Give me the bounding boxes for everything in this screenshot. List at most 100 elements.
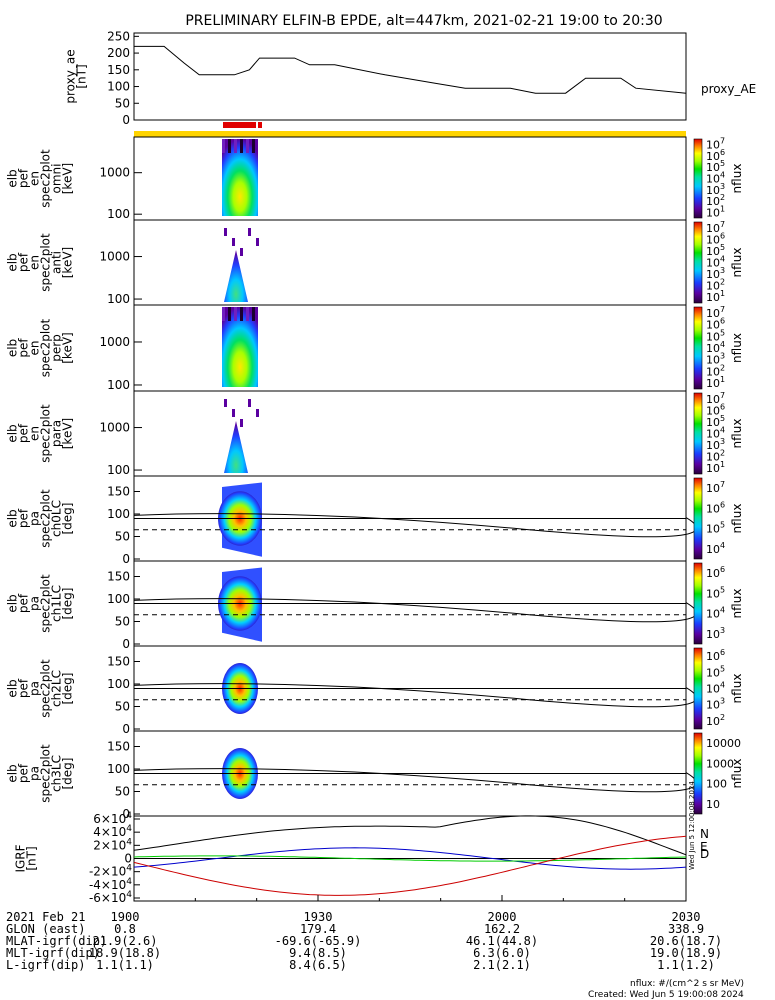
- energy-panel-2-cbar-tick: 106: [706, 231, 725, 246]
- energy-panel-4-cbar-tick: 101: [706, 460, 725, 475]
- pa-panel-2-colorbar: [693, 562, 703, 645]
- pa-panel-3-cbar-label: nflux: [730, 674, 744, 704]
- energy-panel-2-noise-strip: [248, 228, 251, 236]
- pa-panel-1-loss-cone-upper: [133, 513, 698, 538]
- pa-panel-2-ylabel-line: pef: [17, 593, 31, 613]
- pa-panel-2-ytick-label: 0: [122, 637, 130, 651]
- energy-panel-1-noise-strip: [246, 139, 249, 153]
- pa-panel-1-cbar-tick: 105: [706, 521, 725, 536]
- energy-panel-4-noise-strip: [256, 409, 259, 417]
- energy-panel-3-ylabel-line: pef: [17, 338, 31, 358]
- pa-panel-4-ylabel-line: [deg]: [61, 758, 75, 790]
- pa-panel-3-ylabel-line: [deg]: [61, 673, 75, 705]
- ae-ytick-label: 50: [115, 96, 130, 110]
- energy-panel-2-ylabel-line: en: [28, 255, 42, 270]
- ephemeris-value: 1.1(1.1): [96, 958, 154, 972]
- pa-panel-3-ylabel-line: ch2LC: [50, 670, 64, 707]
- energy-panel-4-noise-strip: [232, 409, 235, 417]
- energy-panel-3-colorbar: [693, 306, 703, 390]
- igrf-n-line: [133, 847, 687, 870]
- pa-panel-2-ylabel-line: elb: [6, 594, 20, 612]
- energy-panel-2-cbar-label: nflux: [730, 248, 744, 278]
- energy-panel-1-ytick-label: 100: [107, 207, 130, 221]
- energy-panel-2-noise-strip: [240, 248, 243, 256]
- energy-panel-4-noise-strip: [248, 399, 251, 407]
- pa-panel-4-ylabel-line: pef: [17, 763, 31, 783]
- energy-panel-2-frame: [133, 219, 687, 306]
- pa-panel-1-ytick-label: 0: [122, 552, 130, 566]
- ae-series-line: [134, 45, 687, 94]
- pa-panel-2-cbar-tick: 104: [706, 606, 725, 621]
- pa-panel-2-loss-cone-upper: [133, 598, 698, 623]
- pa-panel-4-cbar-tick: 1000: [706, 757, 734, 770]
- pa-panel-3-ytick-label: 0: [122, 722, 130, 736]
- pa-panel-4-ylabel-line: ch3LC: [50, 755, 64, 792]
- energy-panel-2-cbar-tick: 105: [706, 243, 725, 258]
- energy-panel-1-ylabel-line: [keV]: [61, 163, 75, 194]
- energy-panel-4-cbar-tick: 106: [706, 402, 725, 417]
- ae-ytick-label: 100: [107, 80, 130, 94]
- igrf-total-line: [133, 815, 687, 856]
- energy-panel-1-ylabel-line: spec2plot: [39, 149, 53, 208]
- energy-panel-1-ylabel-line: omni: [50, 164, 64, 194]
- ae-legend-label: proxy_AE: [701, 82, 756, 96]
- energy-panel-3-cbar-tick: 102: [706, 363, 725, 378]
- ae-ylabel-line: [nT]: [75, 64, 89, 88]
- ephemeris-value: 338.9: [668, 922, 704, 936]
- energy-panel-2-spectrogram: [224, 250, 248, 302]
- energy-panel-3-noise-strip: [246, 307, 249, 321]
- pa-panel-3-colorbar: [693, 647, 703, 730]
- pa-panel-4-ytick-label: 100: [107, 762, 130, 776]
- igrf-ytick-label: -4×104: [89, 877, 132, 892]
- pa-panel-4-colorbar: [693, 732, 703, 815]
- ephemeris-row-label: MLAT-igrf(dip): [6, 934, 107, 948]
- pa-panel-3-ytick-label: 100: [107, 677, 130, 691]
- ephemeris-value: 0.8: [114, 922, 136, 936]
- pa-panel-3-cbar-tick: 102: [706, 713, 725, 728]
- energy-panel-4-colorbar: [693, 392, 703, 475]
- ephemeris-value: 2.1(2.1): [473, 958, 531, 972]
- ephemeris-value: -69.6(-65.9): [275, 934, 362, 948]
- pa-panel-3-ytick-label: 50: [115, 700, 130, 714]
- pa-panel-4-ylabel-line: spec2plot: [39, 744, 53, 803]
- ephemeris-value: 179.4: [300, 922, 336, 936]
- energy-panel-3-ylabel-line: elb: [6, 339, 20, 357]
- energy-panel-4-cbar-tick: 107: [706, 391, 725, 406]
- pa-panel-3-cbar-tick: 103: [706, 697, 725, 712]
- pa-panel-4-ylabel-line: pa: [28, 766, 42, 781]
- energy-panel-1-cbar-tick: 104: [706, 171, 725, 186]
- pa-panel-1-ylabel-line: elb: [6, 509, 20, 527]
- energy-panel-3-cbar-tick: 107: [706, 305, 725, 320]
- energy-panel-2-noise-strip: [256, 238, 259, 246]
- pa-panel-1-ylabel-line: ch0LC: [50, 500, 64, 537]
- energy-panel-1-cbar-tick: 102: [706, 193, 725, 208]
- ephemeris-value: 18.9(18.8): [89, 946, 161, 960]
- pa-panel-4-ytick-label: 0: [122, 807, 130, 821]
- energy-panel-2-noise-strip: [224, 228, 227, 236]
- pa-panel-4-cbar-label: nflux: [730, 759, 744, 789]
- pa-panel-3-ylabel-line: pef: [17, 678, 31, 698]
- energy-panel-3-ylabel-line: perp: [50, 334, 64, 362]
- science-collection-bar: [258, 122, 262, 128]
- energy-panel-2-cbar-tick: 101: [706, 289, 725, 304]
- ephemeris-value: 2000: [488, 910, 517, 924]
- energy-panel-2-cbar-tick: 102: [706, 278, 725, 293]
- energy-panel-1-noise-strip: [228, 139, 231, 153]
- energy-panel-3-ytick-label: 100: [107, 378, 130, 392]
- pa-panel-1-ytick-label: 50: [115, 530, 130, 544]
- energy-panel-4-ylabel-line: para: [50, 420, 64, 447]
- energy-panel-1-colorbar: [693, 138, 703, 219]
- energy-panel-4-ylabel-line: en: [28, 426, 42, 441]
- energy-panel-3-noise-strip: [222, 307, 225, 321]
- pa-panel-3-cbar-tick: 105: [706, 664, 725, 679]
- pa-panel-3-cbar-tick: 106: [706, 648, 725, 663]
- pa-panel-2-ylabel-line: spec2plot: [39, 574, 53, 633]
- energy-panel-4-cbar-tick: 103: [706, 437, 725, 452]
- pa-panel-1-ytick-label: 150: [107, 485, 130, 499]
- energy-panel-4-ytick-label: 100: [107, 463, 130, 477]
- pa-panel-2-cbar-tick: 105: [706, 585, 725, 600]
- energy-panel-3-ylabel-line: [keV]: [61, 332, 75, 363]
- energy-panel-3-ytick-label: 1000: [99, 335, 130, 349]
- energy-panel-3-ylabel-line: en: [28, 341, 42, 356]
